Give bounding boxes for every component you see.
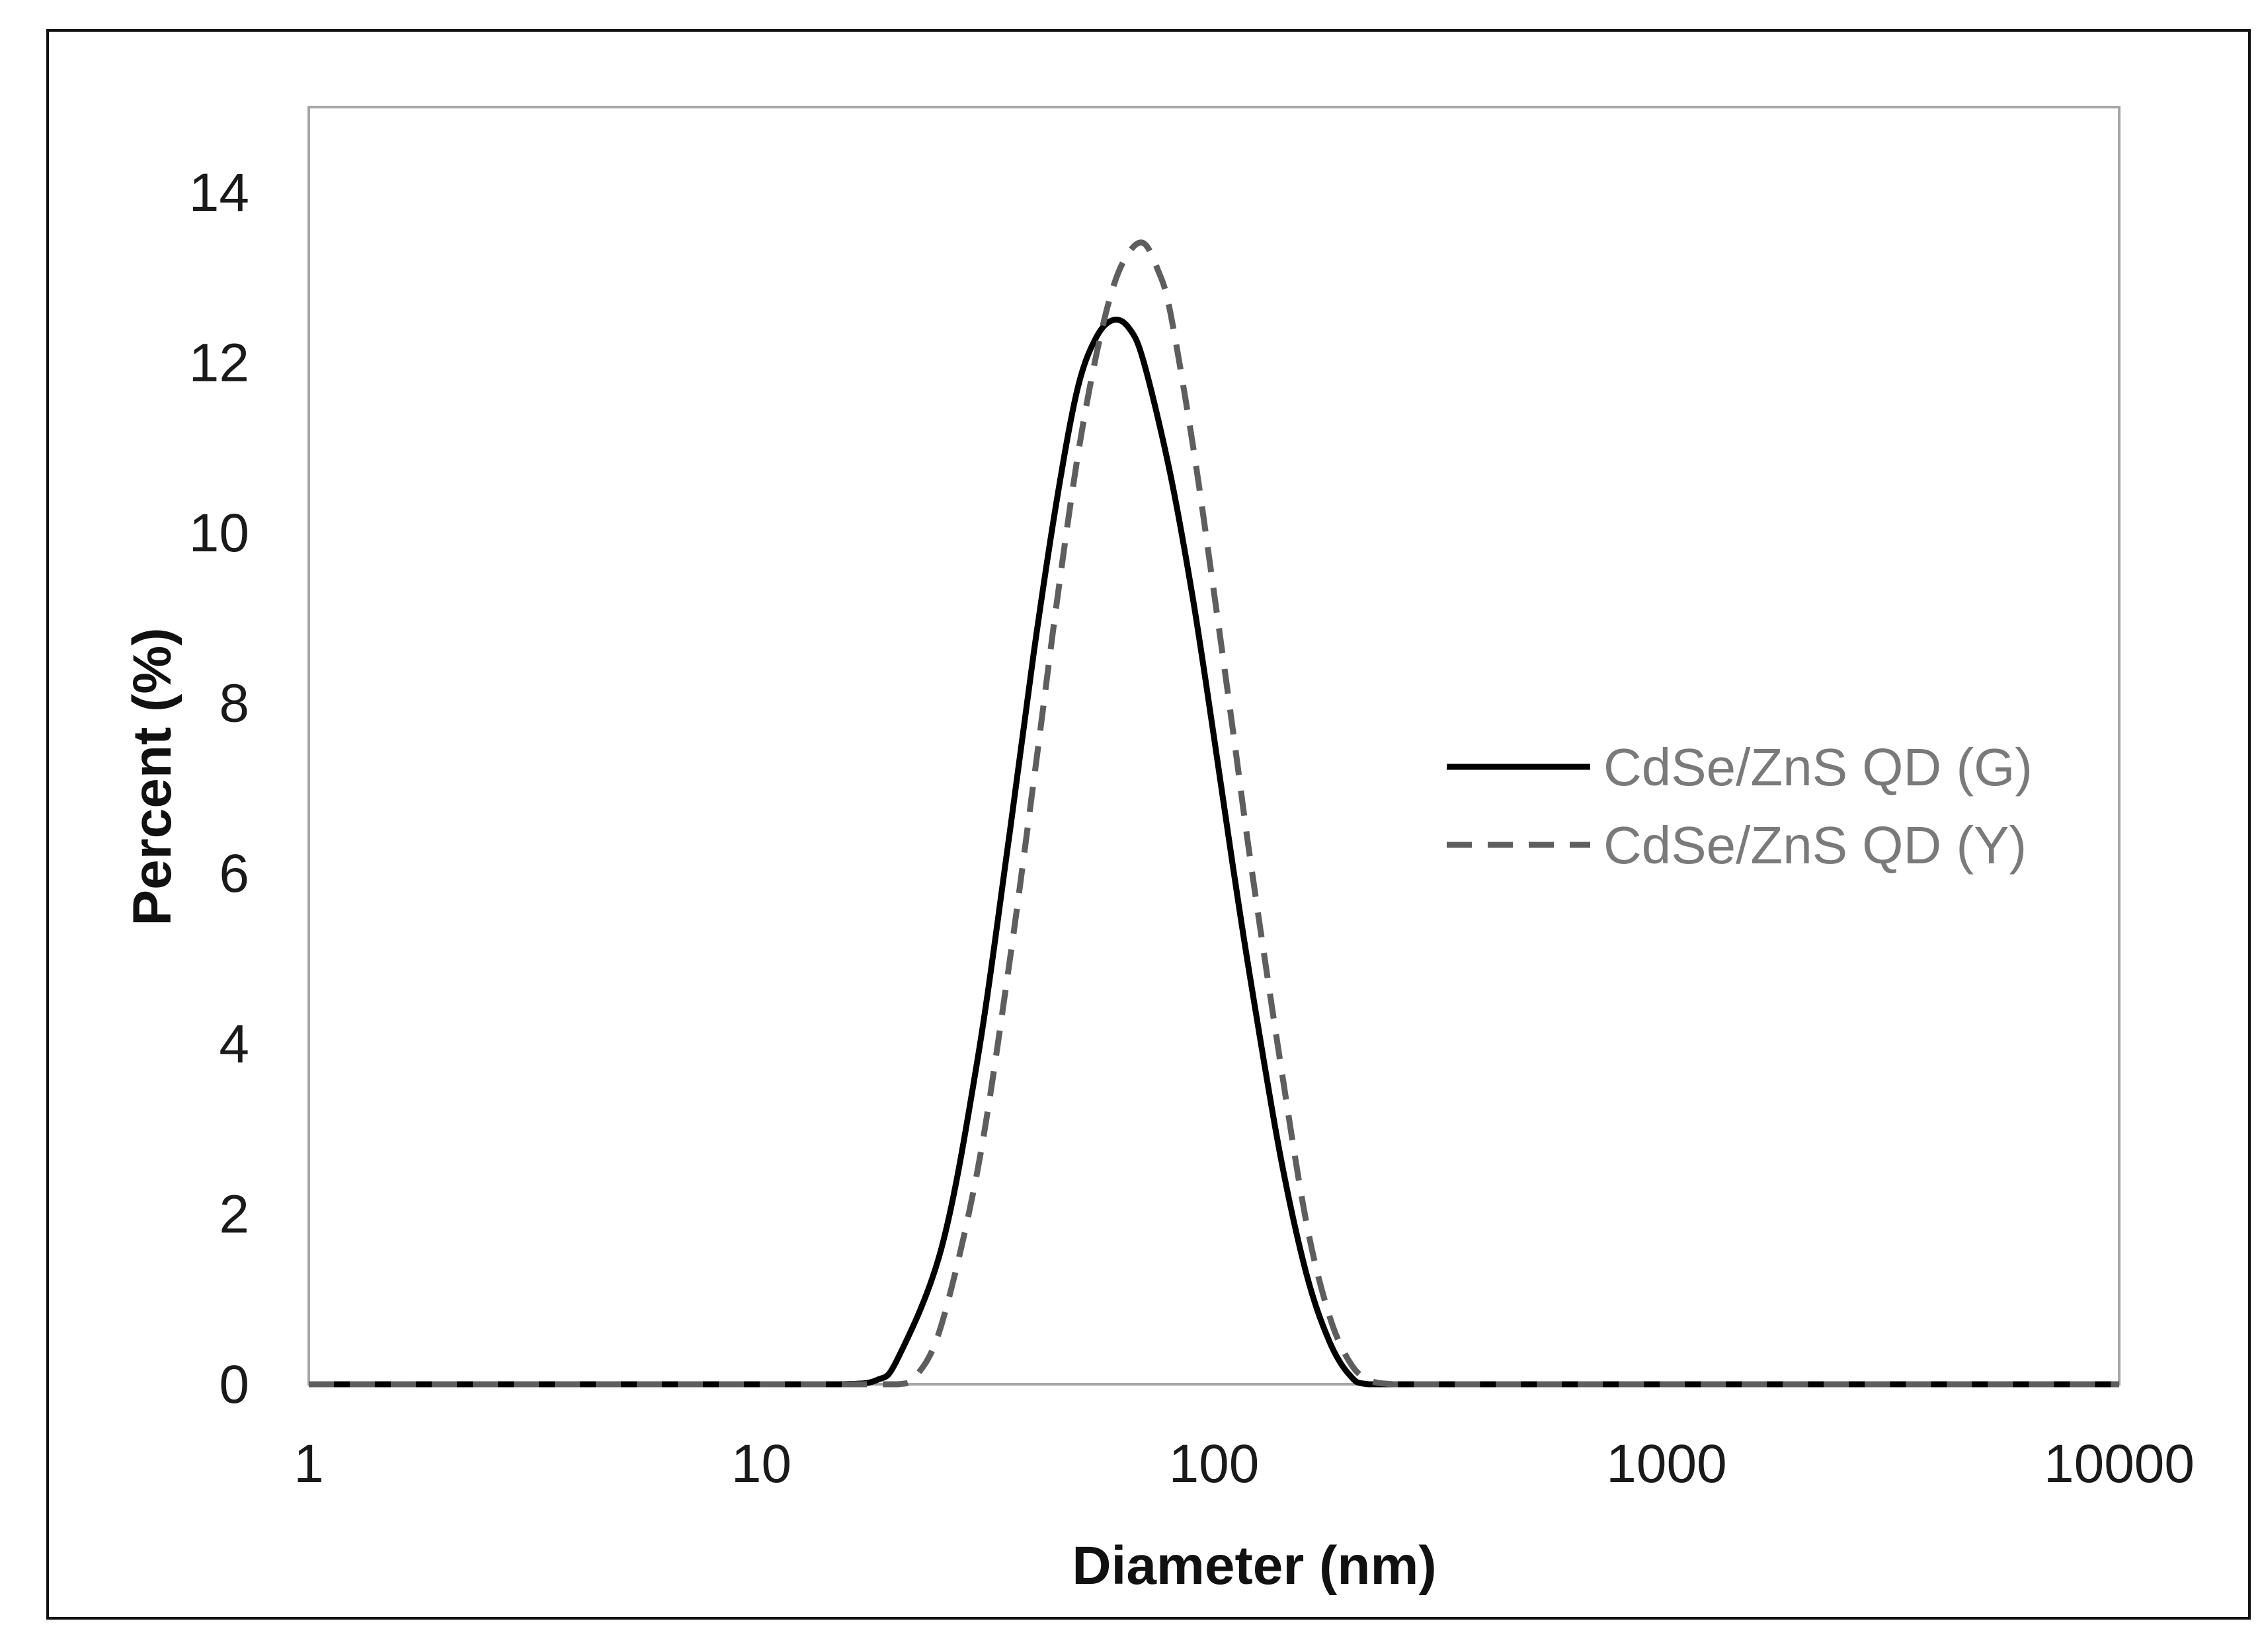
x-axis-tick-labels: 1 10 100 1000 10000 <box>294 1434 2195 1494</box>
legend-label-series-2: CdSe/ZnS QD (Y) <box>1603 816 2027 875</box>
x-tick-label: 10000 <box>2044 1434 2195 1494</box>
y-tick-label: 10 <box>189 503 249 563</box>
series-line-2 <box>309 239 2119 1388</box>
y-axis-tick-labels: 0 2 4 6 8 10 12 14 <box>189 163 249 1415</box>
x-tick-label: 100 <box>1169 1434 1260 1494</box>
curves-layer <box>309 239 2119 1388</box>
y-tick-label: 14 <box>189 163 249 223</box>
y-tick-label: 0 <box>219 1355 249 1415</box>
y-tick-label: 8 <box>219 674 249 734</box>
y-tick-label: 2 <box>219 1184 249 1244</box>
y-axis-title: Percent (%) <box>122 627 182 925</box>
legend-label-series-1: CdSe/ZnS QD (G) <box>1603 738 2033 797</box>
y-tick-label: 6 <box>219 844 249 904</box>
series-line-1 <box>309 317 2119 1388</box>
y-tick-label: 4 <box>219 1014 249 1074</box>
y-tick-label: 12 <box>189 333 249 393</box>
x-tick-label: 10 <box>731 1434 791 1494</box>
x-axis-title: Diameter (nm) <box>1072 1536 1436 1596</box>
x-tick-label: 1000 <box>1606 1434 1726 1494</box>
legend: CdSe/ZnS QD (G) CdSe/ZnS QD (Y) <box>1447 738 2033 875</box>
x-tick-label: 1 <box>294 1434 324 1494</box>
